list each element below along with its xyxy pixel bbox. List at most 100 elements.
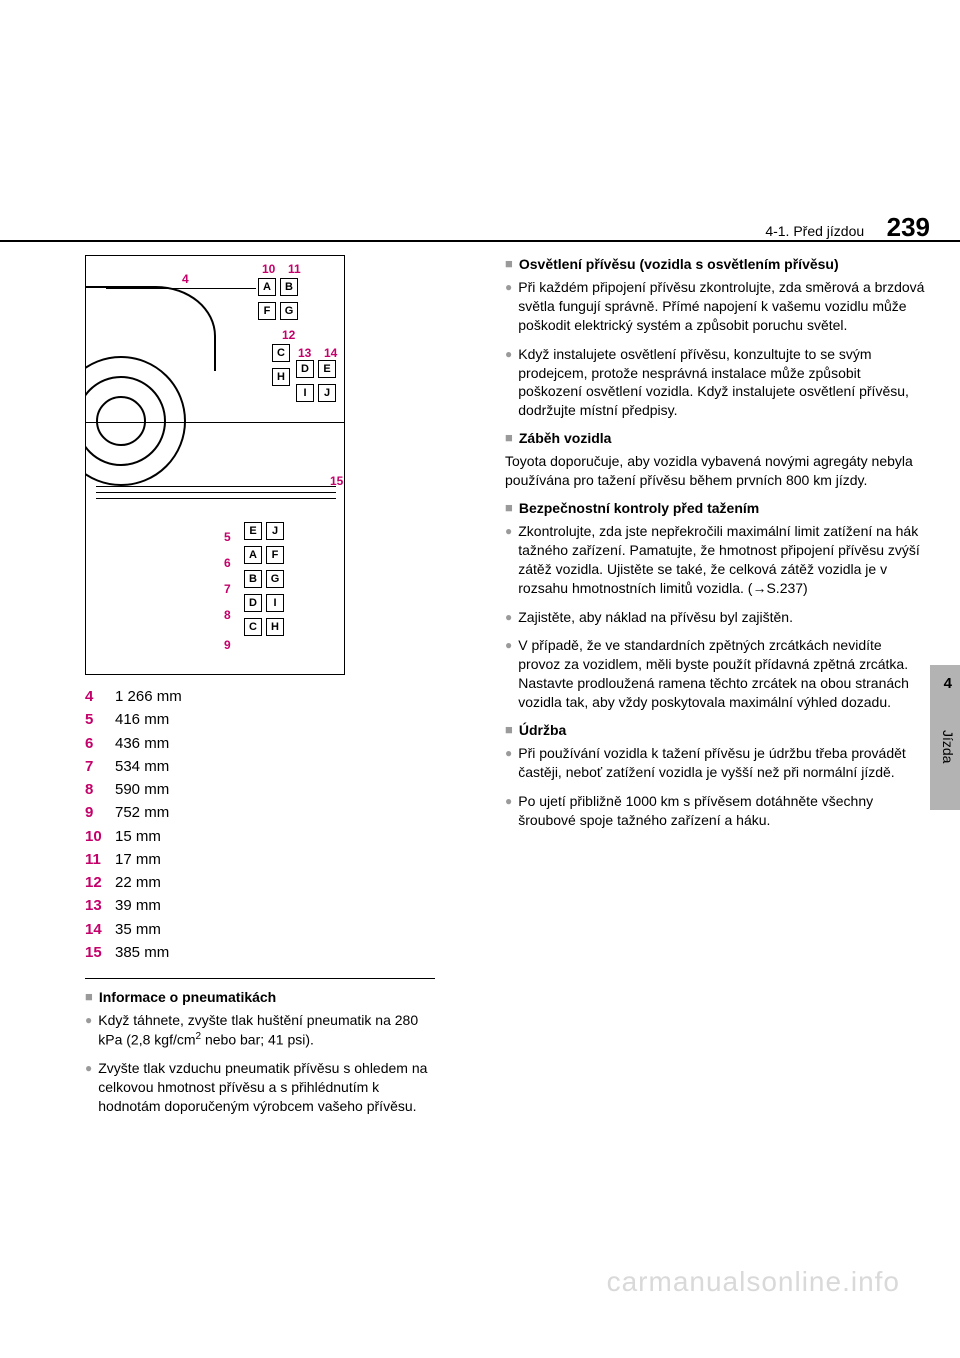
tire-info-heading: ■ Informace o pneumatikách xyxy=(85,989,445,1005)
diagram-letter-box: G xyxy=(280,302,298,320)
diagram-letter-box: C xyxy=(244,618,262,636)
bullet-icon: ● xyxy=(505,345,512,421)
diagram-dim-label: 9 xyxy=(224,638,231,652)
measurement-row: 7534 mm xyxy=(85,755,455,778)
page-header: 4-1. Před jízdou 239 xyxy=(0,212,960,242)
diagram-dim-label: 8 xyxy=(224,608,231,622)
measurement-number: 13 xyxy=(85,894,115,917)
diagram-dim-label: 12 xyxy=(282,328,295,342)
section-label: 4-1. Před jízdou xyxy=(765,223,864,239)
diagram-letter-box: J xyxy=(266,522,284,540)
safety-bullet-2: ● Zajistěte, aby náklad na přívěsu byl z… xyxy=(505,608,925,627)
measurement-number: 15 xyxy=(85,941,115,964)
diagram-dim-label: 4 xyxy=(182,272,189,286)
measurement-number: 7 xyxy=(85,755,115,778)
diagram-letter-box: D xyxy=(296,360,314,378)
lighting-bullet-2: ● Když instalujete osvětlení přívěsu, ko… xyxy=(505,345,925,421)
breakin-heading: ■ Záběh vozidla xyxy=(505,430,925,446)
diagram-letter-box: F xyxy=(266,546,284,564)
square-icon: ■ xyxy=(85,989,93,1004)
measurement-list: 41 266 mm5416 mm6436 mm7534 mm8590 mm975… xyxy=(85,685,455,964)
measurement-value: 436 mm xyxy=(115,732,169,755)
measurement-row: 1222 mm xyxy=(85,871,455,894)
measurement-row: 9752 mm xyxy=(85,801,455,824)
bullet-icon: ● xyxy=(85,1011,92,1049)
diagram-dim-label: 14 xyxy=(324,346,337,360)
measurement-number: 4 xyxy=(85,685,115,708)
maintenance-bullet-1: ● Při používání vozidla k tažení přívěsu… xyxy=(505,744,925,782)
left-body-text: ■ Informace o pneumatikách ● Když táhnet… xyxy=(85,989,445,1116)
lighting-heading: ■ Osvětlení přívěsu (vozidla s osvětlení… xyxy=(505,256,925,272)
measurement-value: 590 mm xyxy=(115,778,169,801)
wheel-inner xyxy=(96,396,146,446)
measurement-row: 8590 mm xyxy=(85,778,455,801)
measurement-number: 5 xyxy=(85,708,115,731)
safety-bullet-1-text: Zkontrolujte, zda jste nepřekročili maxi… xyxy=(518,522,925,598)
measurement-number: 10 xyxy=(85,825,115,848)
square-icon: ■ xyxy=(505,256,513,271)
lighting-bullet-2-text: Když instalujete osvětlení přívěsu, konz… xyxy=(518,345,925,421)
diagram-dim-label: 10 xyxy=(262,262,275,276)
measurement-number: 12 xyxy=(85,871,115,894)
lighting-bullet-1: ● Při každém připojení přívěsu zkontrolu… xyxy=(505,278,925,335)
measurement-value: 35 mm xyxy=(115,918,161,941)
diagram-letter-box: B xyxy=(280,278,298,296)
safety-bullet-2-text: Zajistěte, aby náklad na přívěsu byl zaj… xyxy=(518,608,925,627)
measurement-value: 17 mm xyxy=(115,848,161,871)
diagram-letter-box: E xyxy=(318,360,336,378)
right-column: ■ Osvětlení přívěsu (vozidla s osvětlení… xyxy=(480,250,960,1126)
tire-bullet-2-text: Zvyšte tlak vzduchu pneumatik přívěsu s … xyxy=(98,1059,445,1116)
measurement-value: 534 mm xyxy=(115,755,169,778)
maintenance-bullet-2-text: Po ujetí přibližně 1000 km s přívěsem do… xyxy=(518,792,925,830)
bullet-icon: ● xyxy=(505,608,512,627)
measurement-row: 6436 mm xyxy=(85,732,455,755)
measurement-number: 6 xyxy=(85,732,115,755)
safety-bullet-1: ● Zkontrolujte, zda jste nepřekročili ma… xyxy=(505,522,925,598)
diagram-dim-label: 11 xyxy=(288,262,301,276)
diagram: 41011ABFG12C1314HDEIJ1556789EJAFBGDICH xyxy=(85,255,345,675)
measurement-number: 9 xyxy=(85,801,115,824)
measurement-row: 1117 mm xyxy=(85,848,455,871)
diagram-letter-box: B xyxy=(244,570,262,588)
measurement-row: 5416 mm xyxy=(85,708,455,731)
square-icon: ■ xyxy=(505,430,513,445)
diagram-letter-box: D xyxy=(244,594,262,612)
safety-title: Bezpečnostní kontroly před tažením xyxy=(519,500,759,516)
measurement-number: 11 xyxy=(85,848,115,871)
tire-bullet-2: ● Zvyšte tlak vzduchu pneumatik přívěsu … xyxy=(85,1059,445,1116)
maintenance-bullet-1-text: Při používání vozidla k tažení přívěsu j… xyxy=(518,744,925,782)
measurement-value: 15 mm xyxy=(115,825,161,848)
measurement-value: 39 mm xyxy=(115,894,161,917)
lighting-bullet-1-text: Při každém připojení přívěsu zkontrolujt… xyxy=(518,278,925,335)
header-right: 4-1. Před jízdou 239 xyxy=(765,212,930,243)
page-number: 239 xyxy=(887,212,930,242)
bullet-icon: ● xyxy=(505,278,512,335)
tire-bullet-1-text: Když táhnete, zvyšte tlak huštění pneuma… xyxy=(98,1011,445,1049)
top-dim-line xyxy=(106,288,256,289)
diagram-letter-box: E xyxy=(244,522,262,540)
tire-bullet-1: ● Když táhnete, zvyšte tlak huštění pneu… xyxy=(85,1011,445,1049)
measurement-row: 1339 mm xyxy=(85,894,455,917)
bullet-icon: ● xyxy=(85,1059,92,1116)
measurement-row: 1435 mm xyxy=(85,918,455,941)
diagram-letter-box: H xyxy=(266,618,284,636)
lighting-title: Osvětlení přívěsu (vozidla s osvětlením … xyxy=(519,256,839,272)
left-column: 41011ABFG12C1314HDEIJ1556789EJAFBGDICH 4… xyxy=(0,250,480,1126)
bullet-icon: ● xyxy=(505,792,512,830)
diagram-letter-box: F xyxy=(258,302,276,320)
measurement-number: 8 xyxy=(85,778,115,801)
measurement-row: 15385 mm xyxy=(85,941,455,964)
measurement-row: 41 266 mm xyxy=(85,685,455,708)
square-icon: ■ xyxy=(505,722,513,737)
safety-bullet-3-text: V případě, že ve standardních zpětných z… xyxy=(518,636,925,712)
tire-info-title: Informace o pneumatikách xyxy=(99,989,276,1005)
maintenance-bullet-2: ● Po ujetí přibližně 1000 km s přívěsem … xyxy=(505,792,925,830)
diagram-letter-box: A xyxy=(258,278,276,296)
diagram-dim-label: 7 xyxy=(224,582,231,596)
diagram-letter-box: I xyxy=(266,594,284,612)
divider xyxy=(85,978,435,979)
measurement-value: 752 mm xyxy=(115,801,169,824)
maintenance-title: Údržba xyxy=(519,722,566,738)
diagram-dim-label: 6 xyxy=(224,556,231,570)
diagram-letter-box: I xyxy=(296,384,314,402)
